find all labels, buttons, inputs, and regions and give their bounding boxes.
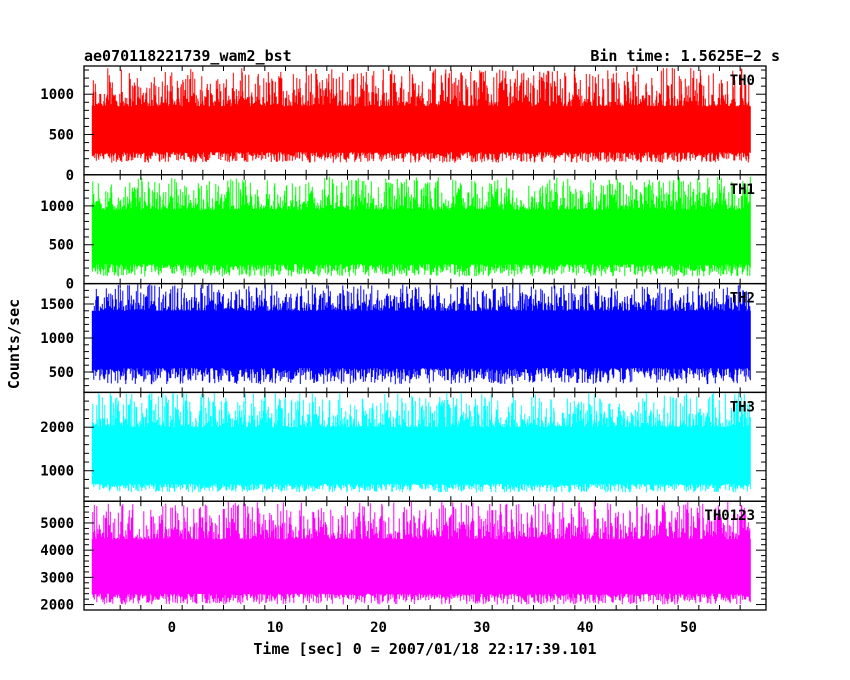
y-tick-label: 1000 — [40, 464, 74, 480]
y-tick-label: 4000 — [40, 543, 74, 559]
x-tick-label: 10 — [267, 620, 284, 636]
series-th0123 — [91, 501, 751, 605]
y-tick-label: 500 — [49, 238, 74, 254]
panel-th3: 1000 2000 TH3 — [40, 391, 767, 502]
x-tick-label: 20 — [370, 620, 387, 636]
y-tick-label: 1000 — [40, 199, 74, 215]
y-axis-label: Counts/sec — [5, 299, 23, 389]
series-th0 — [91, 67, 751, 163]
panel-th0123: 2000 3000 4000 5000 TH0123 — [40, 500, 767, 614]
panel-th2: 500 1000 1500 TH2 — [40, 282, 767, 394]
chart-subtitle: Bin time: 1.5625E−2 s — [590, 47, 780, 65]
y-tick-label: 500 — [49, 128, 74, 144]
panel-th1: 0 500 1000 TH1 — [40, 174, 767, 293]
panel-th0: 0 500 1000 TH0 — [40, 65, 767, 184]
x-tick-label: 40 — [577, 620, 594, 636]
series-th2 — [91, 283, 751, 385]
y-tick-label: 5000 — [40, 516, 74, 532]
x-tick-label: 0 — [168, 620, 176, 636]
x-tick-label: 50 — [680, 620, 697, 636]
y-tick-label: 500 — [49, 365, 74, 381]
y-tick-label: 0 — [66, 277, 74, 293]
series-th3 — [91, 392, 751, 493]
panel-label: TH0 — [730, 73, 755, 89]
y-tick-label: 0 — [66, 168, 74, 184]
panel-label: TH3 — [730, 399, 755, 415]
y-tick-label: 3000 — [40, 570, 74, 586]
x-axis-label: Time [sec] 0 = 2007/01/18 22:17:39.101 — [253, 640, 596, 658]
y-tick-label: 2000 — [40, 420, 74, 436]
chart-title: ae070118221739_wam2_bst — [84, 47, 292, 65]
panel-label: TH1 — [730, 182, 755, 198]
y-tick-label: 1500 — [40, 297, 74, 313]
panel-label: TH0123 — [704, 508, 755, 524]
x-tick-label: 30 — [473, 620, 490, 636]
series-th1 — [91, 176, 751, 277]
y-tick-label: 1000 — [40, 331, 74, 347]
panel-label: TH2 — [730, 291, 755, 307]
y-tick-label: 1000 — [40, 87, 74, 103]
y-tick-label: 2000 — [40, 598, 74, 614]
